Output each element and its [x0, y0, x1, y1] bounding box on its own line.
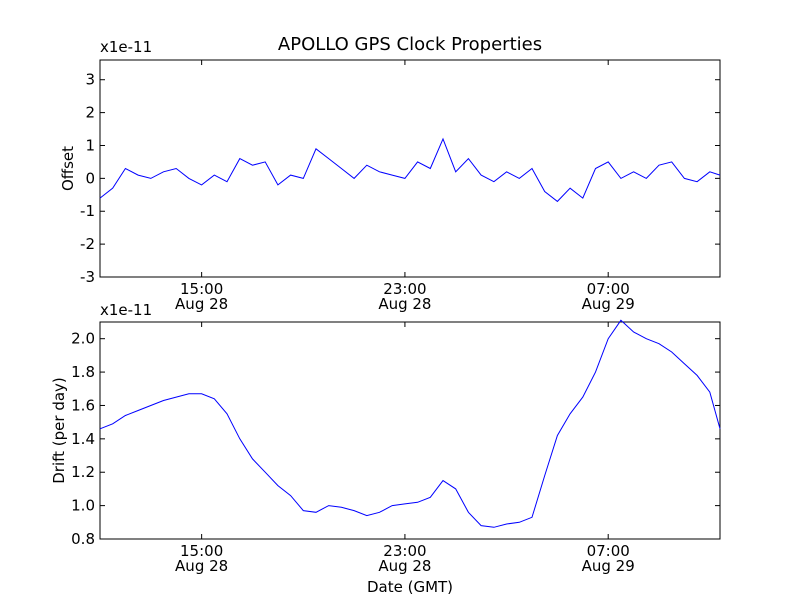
- drift-x-tick-date: Aug 28: [378, 557, 431, 575]
- offset-y-tick-label: 2: [85, 104, 95, 122]
- offset-series: [99, 137, 721, 203]
- offset-y-tick-label: -3: [80, 268, 95, 286]
- drift-x-tick-time: 07:00: [587, 542, 630, 560]
- offset-y-tick-label: -2: [80, 235, 95, 253]
- drift-y-axis-label: Drift (per day): [50, 377, 68, 484]
- offset-y-tick-label: 3: [85, 71, 95, 89]
- drift-x-tick-time: 23:00: [383, 542, 426, 560]
- offset-x-tick-time: 15:00: [180, 280, 223, 298]
- offset-y-tick-label: 1: [85, 136, 95, 154]
- drift-y-tick-label: 1.2: [71, 463, 95, 481]
- drift-multiplier: x1e-11: [100, 301, 152, 319]
- drift-series-line: [99, 319, 721, 528]
- drift-x-axis-label: Date (GMT): [367, 578, 453, 596]
- offset-x-tick-time: 07:00: [587, 280, 630, 298]
- drift-series: [99, 319, 721, 528]
- offset-multiplier: x1e-11: [100, 38, 152, 56]
- drift-x-tick-date: Aug 29: [582, 557, 635, 575]
- drift-y-tick-label: 1.0: [71, 497, 95, 515]
- drift-y-tick-label: 0.8: [71, 530, 95, 548]
- offset-y-tick-label: -1: [80, 202, 95, 220]
- offset-x-tick-time: 23:00: [383, 280, 426, 298]
- offset-y-ticks: -3 -2 -1 0 1 2 3: [80, 71, 720, 286]
- drift-y-tick-label: 2.0: [71, 330, 95, 348]
- offset-series-line: [99, 137, 721, 203]
- drift-y-tick-label: 1.8: [71, 363, 95, 381]
- drift-x-tick-time: 15:00: [180, 542, 223, 560]
- offset-x-tick-date: Aug 28: [378, 295, 431, 313]
- drift-plot-frame: [99, 321, 721, 540]
- drift-x-tick-date: Aug 28: [175, 557, 228, 575]
- drift-y-tick-label: 1.4: [71, 430, 95, 448]
- offset-y-axis-label: Offset: [59, 146, 77, 191]
- offset-x-tick-date: Aug 29: [582, 295, 635, 313]
- chart-title: APOLLO GPS Clock Properties: [278, 34, 542, 55]
- offset-x-tick-date: Aug 28: [175, 295, 228, 313]
- offset-y-tick-label: 0: [85, 169, 95, 187]
- offset-plot-frame: [99, 59, 721, 278]
- drift-y-ticks: 0.8 1.0 1.2 1.4 1.6 1.8 2.0: [71, 330, 720, 548]
- drift-y-tick-label: 1.6: [71, 396, 95, 414]
